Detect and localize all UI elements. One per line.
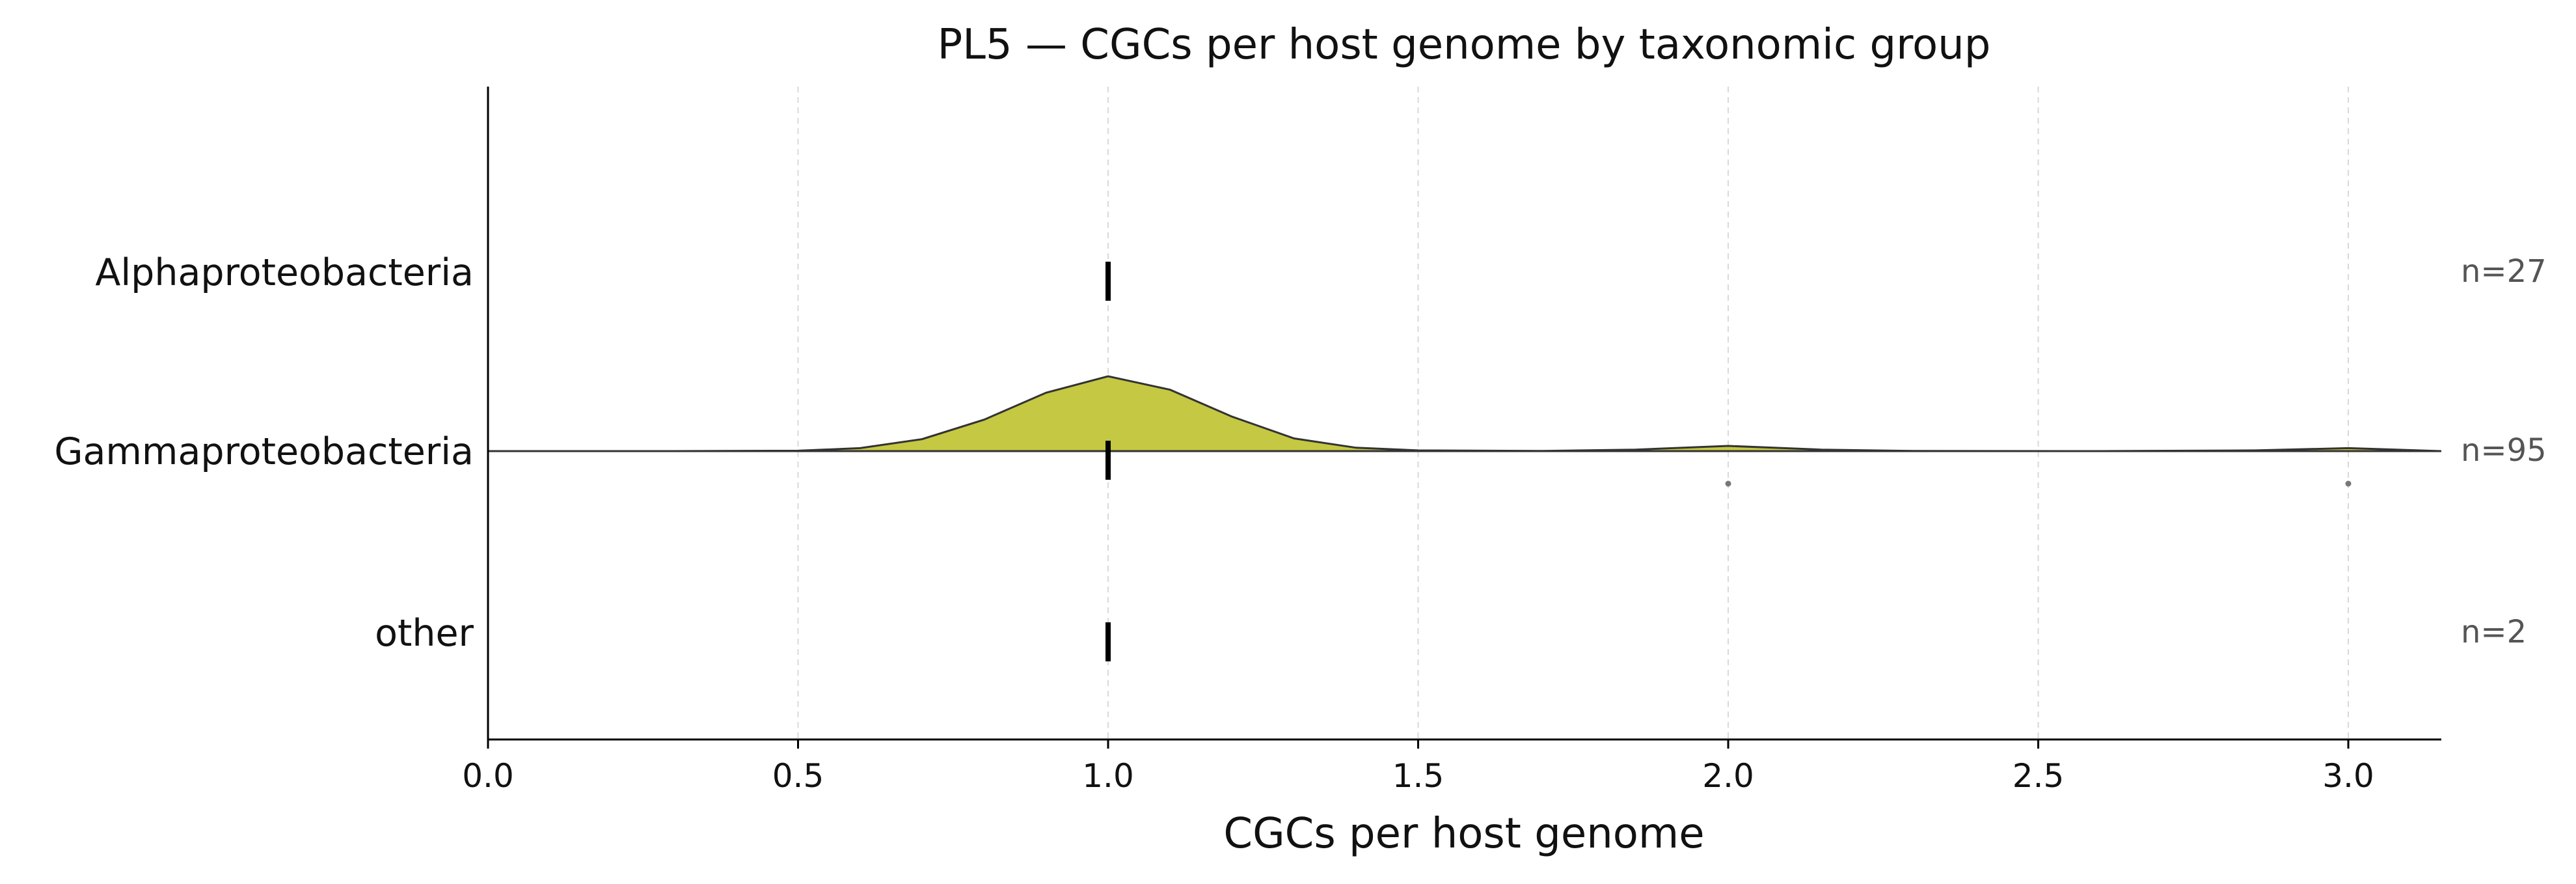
x-tick-label: 1.0: [1082, 757, 1134, 795]
count-label: n=2: [2461, 614, 2527, 650]
grid-lines: [797, 87, 2350, 739]
category-label: Gammaproteobacteria: [54, 430, 474, 473]
outlier-point: [2345, 480, 2352, 487]
x-tick-label: 0.0: [462, 757, 514, 795]
category-label: other: [375, 612, 474, 655]
count-label: n=95: [2461, 432, 2547, 469]
x-tick-label: 3.0: [2322, 757, 2374, 795]
x-tick-label: 2.0: [1702, 757, 1754, 795]
category-labels: Alphaproteobacteria Gammaproteobacteria ot…: [54, 251, 474, 655]
count-label: n=27: [2461, 253, 2547, 290]
category-label: Alphaproteobacteria: [95, 251, 474, 294]
ridges: [488, 262, 2442, 661]
count-labels: n=27 n=95 n=2: [2461, 253, 2547, 650]
x-axis-label: CGCs per host genome: [1223, 810, 1704, 858]
x-tick-label: 0.5: [772, 757, 824, 795]
outlier-point: [1725, 480, 1731, 487]
x-tick-label: 2.5: [2013, 757, 2065, 795]
density-outline: [488, 375, 2442, 452]
x-tick-label: 1.5: [1392, 757, 1444, 795]
x-tick-labels: 0.0 0.5 1.0 1.5 2.0 2.5 3.0: [462, 757, 2374, 795]
axes: [487, 87, 2441, 749]
density-area: [488, 376, 2441, 451]
chart-title: PL5 — CGCs per host genome by taxonomic …: [938, 21, 1991, 69]
